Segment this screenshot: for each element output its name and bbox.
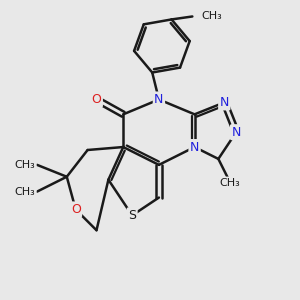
Text: CH₃: CH₃ <box>15 187 36 196</box>
Text: O: O <box>92 93 101 106</box>
Text: CH₃: CH₃ <box>15 160 36 170</box>
Text: CH₃: CH₃ <box>201 11 222 22</box>
Text: N: N <box>154 93 164 106</box>
Text: N: N <box>190 140 199 154</box>
Text: N: N <box>220 96 229 109</box>
Text: CH₃: CH₃ <box>220 178 241 188</box>
Text: N: N <box>232 126 241 139</box>
Text: O: O <box>71 203 81 216</box>
Text: S: S <box>128 209 136 222</box>
